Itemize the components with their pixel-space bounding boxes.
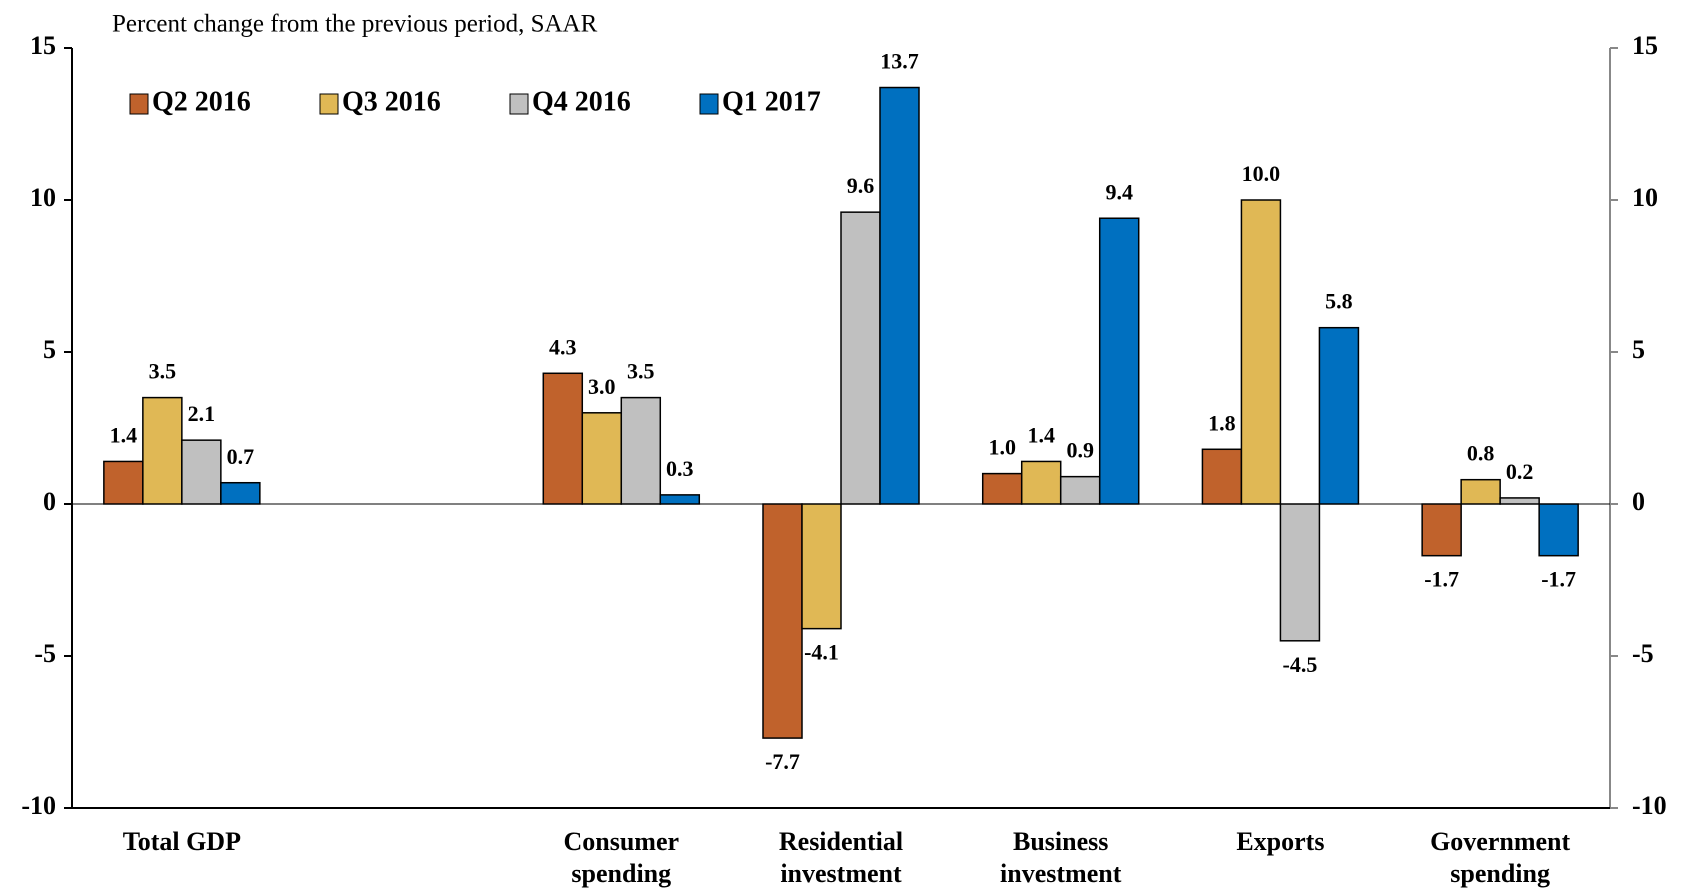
legend-swatch: [699, 93, 719, 115]
value-label: -4.5: [1283, 652, 1318, 677]
y2-tick-label: -5: [1632, 639, 1654, 668]
x-tick-label: Exports: [1236, 827, 1325, 856]
value-label: 0.9: [1066, 438, 1094, 463]
bar: [840, 211, 881, 505]
value-label: 1.0: [988, 435, 1016, 460]
value-label: 0.2: [1506, 459, 1534, 484]
y2-tick-label: 5: [1632, 335, 1645, 364]
value-label: 13.7: [880, 49, 919, 74]
legend-swatch: [319, 93, 339, 115]
bar: [1098, 217, 1140, 505]
y2-tick-label: 15: [1632, 31, 1658, 60]
value-label: 1.4: [110, 422, 138, 447]
value-label: 1.8: [1208, 410, 1236, 435]
x-tick-label: Residential investment: [778, 827, 904, 888]
value-label: -1.7: [1424, 567, 1459, 592]
value-label: 0.7: [227, 444, 255, 469]
bar: [1460, 478, 1501, 505]
bar: [1318, 326, 1360, 505]
x-tick-label: Consumer spending: [563, 827, 680, 888]
value-label: 10.0: [1242, 161, 1281, 186]
value-label: 0.3: [666, 456, 694, 481]
bar: [1201, 448, 1243, 505]
x-tick-label: Total GDP: [122, 827, 241, 856]
value-label: 0.8: [1467, 441, 1495, 466]
bar: [1020, 460, 1062, 505]
legend-label: Q1 2017: [722, 86, 821, 117]
legend-swatch: [129, 93, 149, 115]
legend-label: Q3 2016: [342, 86, 441, 117]
bar: [1499, 497, 1540, 505]
y2-tick-label: -10: [1632, 791, 1667, 820]
bar: [620, 396, 662, 505]
value-label: -1.7: [1541, 567, 1576, 592]
value-label: 2.1: [188, 401, 216, 426]
chart-subtitle: Percent change from the previous period,…: [112, 11, 598, 38]
y-tick-label: -5: [34, 639, 56, 668]
value-label: 9.6: [847, 173, 875, 198]
bar: [659, 494, 701, 505]
y2-tick-label: 10: [1632, 183, 1658, 212]
value-label: 3.5: [627, 359, 655, 384]
y-tick-label: 0: [43, 487, 56, 516]
bar: [142, 396, 183, 505]
bar: [1240, 199, 1282, 505]
bar: [762, 503, 803, 739]
x-tick-label: Government spending: [1430, 827, 1571, 888]
y-tick-label: 10: [30, 183, 56, 212]
bar: [879, 86, 920, 505]
bar: [103, 460, 144, 505]
value-label: 3.0: [588, 374, 616, 399]
bar: [1538, 503, 1579, 557]
bar: [181, 439, 222, 505]
value-label: -4.1: [804, 640, 839, 665]
legend-label: Q2 2016: [152, 86, 251, 117]
bar: [542, 372, 584, 505]
legend-label: Q4 2016: [532, 86, 631, 117]
value-label: 9.4: [1105, 179, 1133, 204]
bar: [801, 503, 842, 630]
bar: [1279, 503, 1321, 642]
y2-tick-label: 0: [1632, 487, 1645, 516]
y-tick-label: -10: [21, 791, 56, 820]
value-label: 3.5: [149, 359, 177, 384]
bar: [981, 472, 1023, 505]
bar: [581, 412, 623, 505]
value-label: -7.7: [765, 749, 800, 774]
value-label: 1.4: [1027, 422, 1055, 447]
value-label: 5.8: [1325, 289, 1353, 314]
legend-swatch: [509, 93, 529, 115]
bar: [1421, 503, 1462, 557]
y-tick-label: 5: [43, 335, 56, 364]
bar: [220, 481, 261, 505]
value-label: 4.3: [549, 334, 577, 359]
x-tick-label: Business investment: [1000, 827, 1122, 888]
bar: [1059, 475, 1101, 505]
y-tick-label: 15: [30, 31, 56, 60]
